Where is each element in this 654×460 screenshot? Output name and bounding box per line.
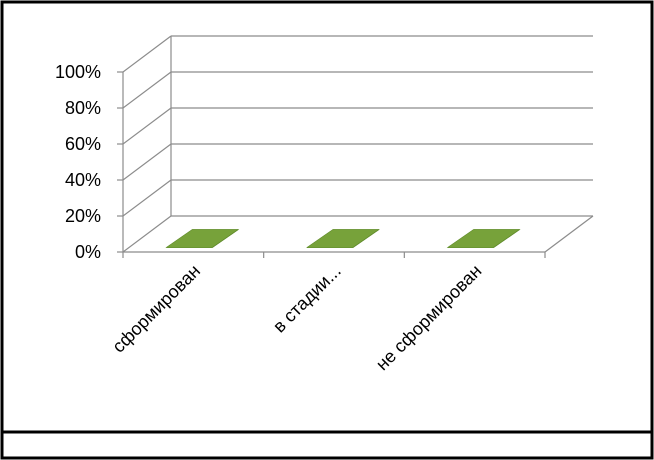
gridline-wall bbox=[122, 143, 172, 181]
bar-top bbox=[446, 229, 521, 248]
category-labels: сформирован в стадии... не сформирован bbox=[108, 261, 485, 375]
bar-side bbox=[353, 229, 379, 248]
category-label: сформирован bbox=[108, 261, 204, 357]
y-tick-labels: 0% 20% 40% 60% 80% 100% bbox=[55, 62, 101, 262]
y-tick-label: 20% bbox=[65, 206, 101, 226]
category-label: в стадии... bbox=[269, 261, 345, 337]
floor-left-edge bbox=[122, 215, 172, 253]
y-tick-label: 40% bbox=[65, 170, 101, 190]
bar bbox=[446, 229, 521, 248]
axes bbox=[117, 36, 594, 258]
gridline-wall bbox=[122, 71, 172, 109]
bar-side bbox=[493, 229, 520, 248]
gridline-wall bbox=[122, 179, 172, 217]
y-tick-label: 100% bbox=[55, 62, 101, 82]
bar bbox=[306, 229, 380, 248]
bar-top bbox=[306, 229, 380, 248]
gridline-wall bbox=[122, 35, 172, 73]
y-tick-label: 80% bbox=[65, 98, 101, 118]
bar bbox=[165, 229, 240, 248]
bar-top bbox=[165, 229, 240, 248]
bar-side bbox=[212, 229, 239, 248]
floor-right-edge bbox=[544, 215, 594, 253]
gridline-wall bbox=[122, 107, 172, 145]
gridlines bbox=[122, 35, 593, 217]
y-tick-label: 0% bbox=[75, 242, 101, 262]
y-tick-label: 60% bbox=[65, 134, 101, 154]
category-label: не сформирован bbox=[372, 261, 486, 375]
bars bbox=[165, 229, 521, 248]
